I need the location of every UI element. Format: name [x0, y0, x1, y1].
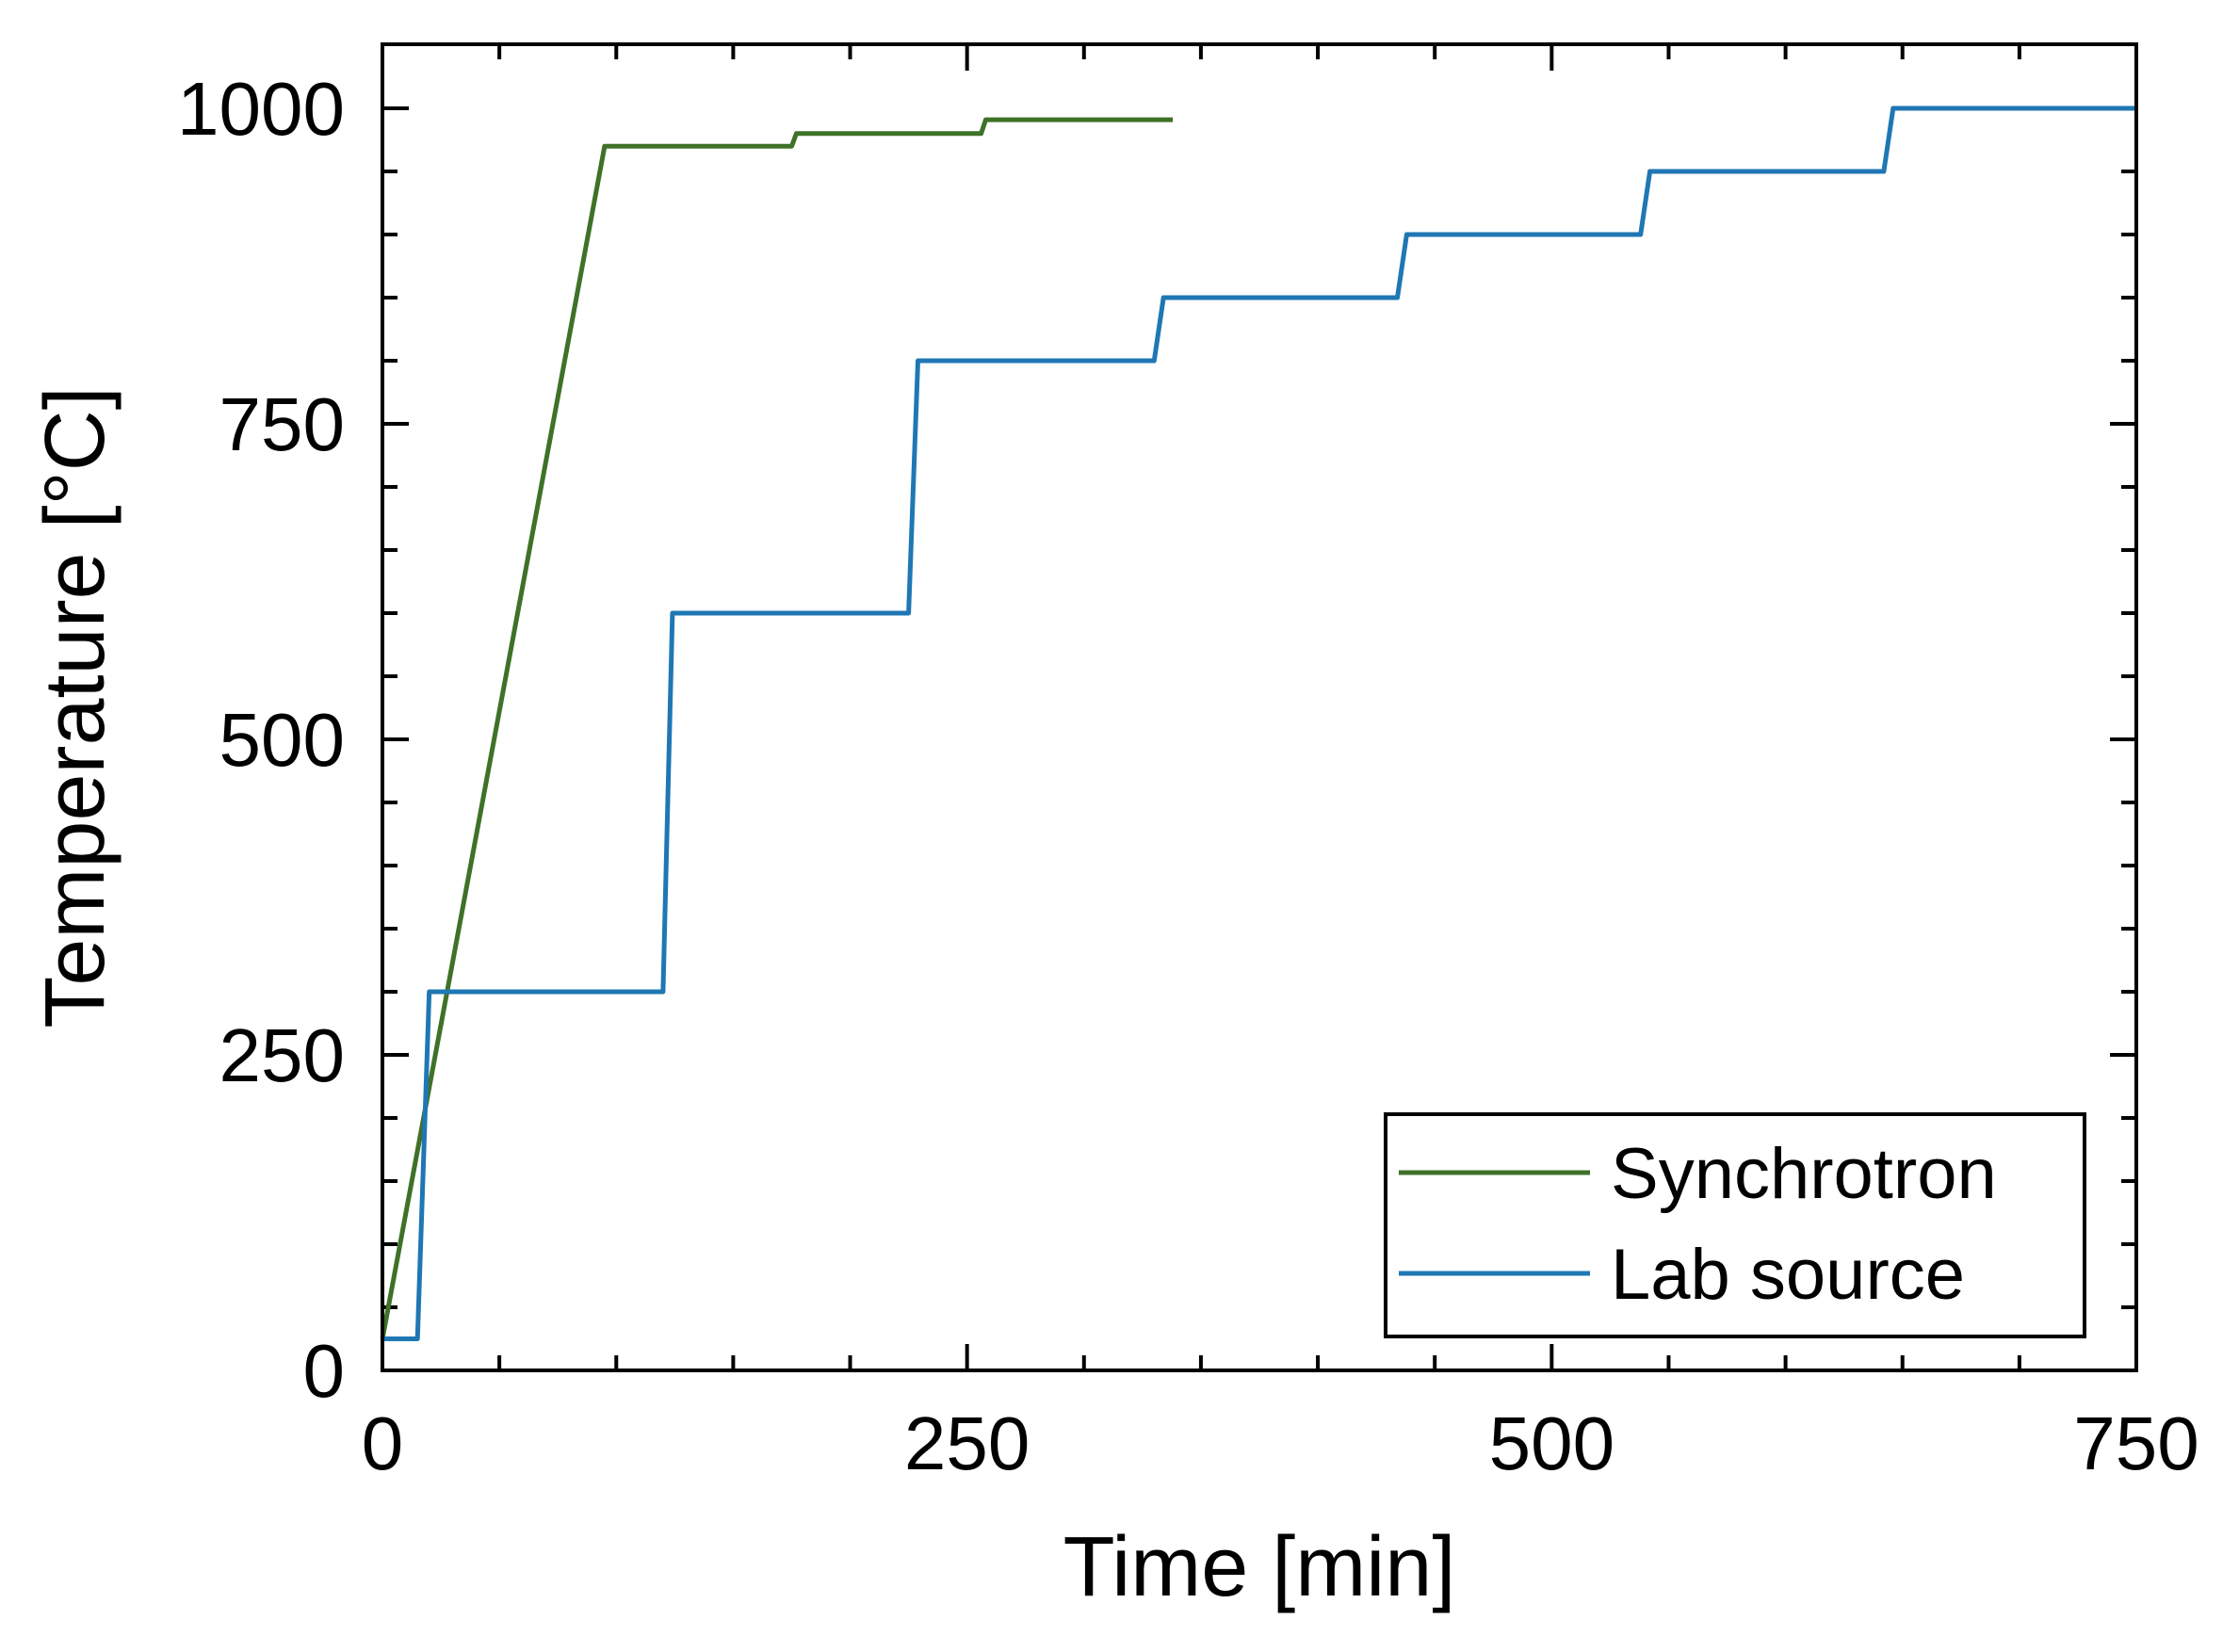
y-tick-label-500: 500: [219, 698, 345, 782]
legend: Synchrotron Lab source: [1384, 1112, 2086, 1338]
series-line-lab-source: [382, 105, 2136, 1341]
plot-frame: [381, 42, 2138, 1372]
series-line-synchrotron: [380, 117, 1174, 1339]
series-lines: [380, 105, 2136, 1341]
y-tick-label-1000: 1000: [177, 67, 345, 151]
y-tick-label-750: 750: [219, 382, 345, 466]
x-tick-label-750: 750: [2073, 1401, 2198, 1485]
legend-label-synchrotron: Synchrotron: [1611, 1134, 1997, 1214]
x-axis-title: Time [min]: [1063, 1520, 1456, 1614]
legend-box: [1384, 1112, 2086, 1338]
tick-labels: 0 250 500 750 0 250 500 750 1000: [177, 67, 2199, 1485]
x-tick-label-0: 0: [362, 1401, 404, 1485]
x-tick-label-500: 500: [1489, 1401, 1614, 1485]
x-tick-label-250: 250: [904, 1401, 1030, 1485]
axis-ticks: [381, 44, 2138, 1372]
y-axis-title: Temperature [°C]: [28, 386, 122, 1028]
y-tick-label-0: 0: [303, 1329, 346, 1413]
legend-label-lab-source: Lab source: [1611, 1235, 1965, 1315]
y-tick-label-250: 250: [219, 1013, 345, 1097]
